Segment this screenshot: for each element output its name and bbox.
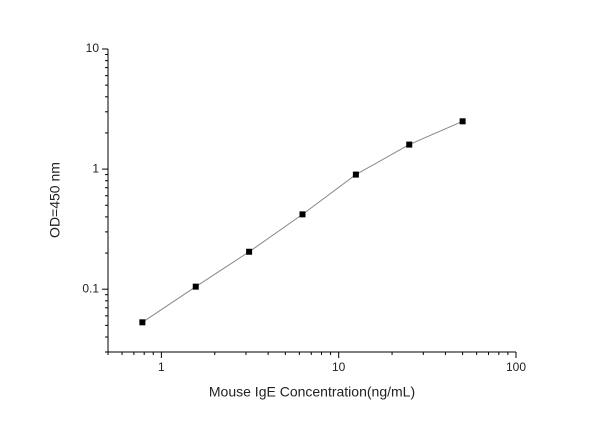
x-tick-label: 1 (158, 360, 165, 374)
point (299, 211, 306, 218)
series-line (142, 120, 463, 323)
y-tick-label: 0.1 (82, 281, 99, 295)
x-tick-label: 100 (506, 360, 526, 374)
point (406, 141, 413, 148)
x-axis-title: Mouse IgE Concentration(ng/mL) (209, 384, 415, 400)
y-tick-label: 10 (86, 41, 100, 55)
point (246, 248, 253, 255)
point (459, 118, 466, 125)
point (192, 283, 199, 290)
y-tick-label: 1 (92, 161, 99, 175)
x-tick-label: 10 (332, 360, 346, 374)
y-axis-title: OD=450 nm (47, 162, 63, 238)
point (139, 319, 146, 326)
point (352, 171, 359, 178)
